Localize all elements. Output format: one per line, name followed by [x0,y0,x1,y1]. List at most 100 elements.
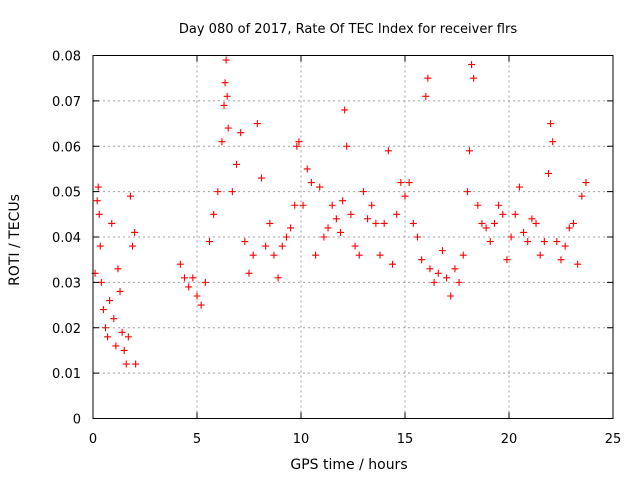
chart-title: Day 080 of 2017, Rate Of TEC Index for r… [179,22,517,37]
data-point [368,201,376,209]
data-point [482,224,490,232]
data-point [210,210,218,218]
data-point [463,188,471,196]
data-point [582,179,590,187]
data-point [299,201,307,209]
data-point [282,233,290,241]
data-point [545,169,553,177]
y-tick-label: 0.04 [52,231,81,246]
data-point [430,278,438,286]
data-point [132,360,140,368]
data-point [443,274,451,282]
data-point [228,188,236,196]
data-point [536,251,544,259]
data-point [94,183,102,191]
data-point [131,228,139,236]
data-point [95,210,103,218]
data-point [201,278,209,286]
y-tick-label: 0.03 [52,276,81,291]
data-point [364,215,372,223]
data-point [122,360,130,368]
data-point [574,260,582,268]
x-tick-label: 20 [501,432,518,447]
data-point [465,147,473,155]
x-tick-label: 15 [397,432,414,447]
data-point [384,147,392,155]
data-point [468,61,476,69]
data-points [91,56,590,368]
data-point [307,179,315,187]
data-point [393,210,401,218]
data-point [220,101,228,109]
x-tick-labels: 0 5 10 15 20 25 [89,432,621,447]
x-axis-label: GPS time / hours [290,457,407,473]
data-point [405,179,413,187]
data-point [108,219,116,227]
y-tick-labels: 0 0.01 0.02 0.03 0.04 0.05 0.06 0.07 0.08 [52,50,81,428]
data-point [222,56,230,64]
data-point [507,233,515,241]
data-point [565,224,573,232]
data-point [549,138,557,146]
data-point [372,219,380,227]
data-point [104,333,112,341]
data-point [224,124,232,132]
data-point [478,219,486,227]
data-point [540,238,548,246]
data-point [351,242,359,250]
data-point [181,274,189,282]
data-point [339,197,347,205]
data-point [93,197,101,205]
data-point [96,242,104,250]
data-point [295,138,303,146]
data-point [355,251,363,259]
data-point [455,278,463,286]
data-point [99,306,107,314]
data-point [120,346,128,354]
data-point [376,251,384,259]
data-point [129,242,137,250]
data-point [270,251,278,259]
data-point [257,174,265,182]
y-tick-label: 0.07 [52,95,81,110]
data-point [569,219,577,227]
data-point [337,228,345,236]
data-point [287,224,295,232]
x-tick-label: 5 [193,432,201,447]
data-point [341,106,349,114]
data-point [114,265,122,273]
data-point [320,233,328,241]
data-point [221,79,229,87]
data-point [503,256,511,264]
data-point [223,92,231,100]
data-point [110,315,118,323]
data-point [274,274,282,282]
data-point [332,215,340,223]
data-point [343,142,351,150]
y-tick-label: 0.05 [52,186,81,201]
y-axis-label: ROTI / TECUs [7,194,23,286]
data-point [389,260,397,268]
data-point [324,224,332,232]
data-point [495,201,503,209]
x-tick-label: 25 [605,432,622,447]
data-point [262,242,270,250]
data-point [578,192,586,200]
data-point [447,292,455,300]
y-tick-label: 0 [73,413,81,428]
data-point [197,301,205,309]
data-point [266,219,274,227]
data-point [426,265,434,273]
data-point [205,238,213,246]
data-point [328,201,336,209]
data-point [499,210,507,218]
data-point [176,260,184,268]
data-point [524,238,532,246]
data-point [112,342,120,350]
data-point [413,233,421,241]
data-point [303,165,311,173]
data-point [438,247,446,255]
data-point [193,292,201,300]
data-point [116,287,124,295]
y-tick-label: 0.02 [52,322,81,337]
